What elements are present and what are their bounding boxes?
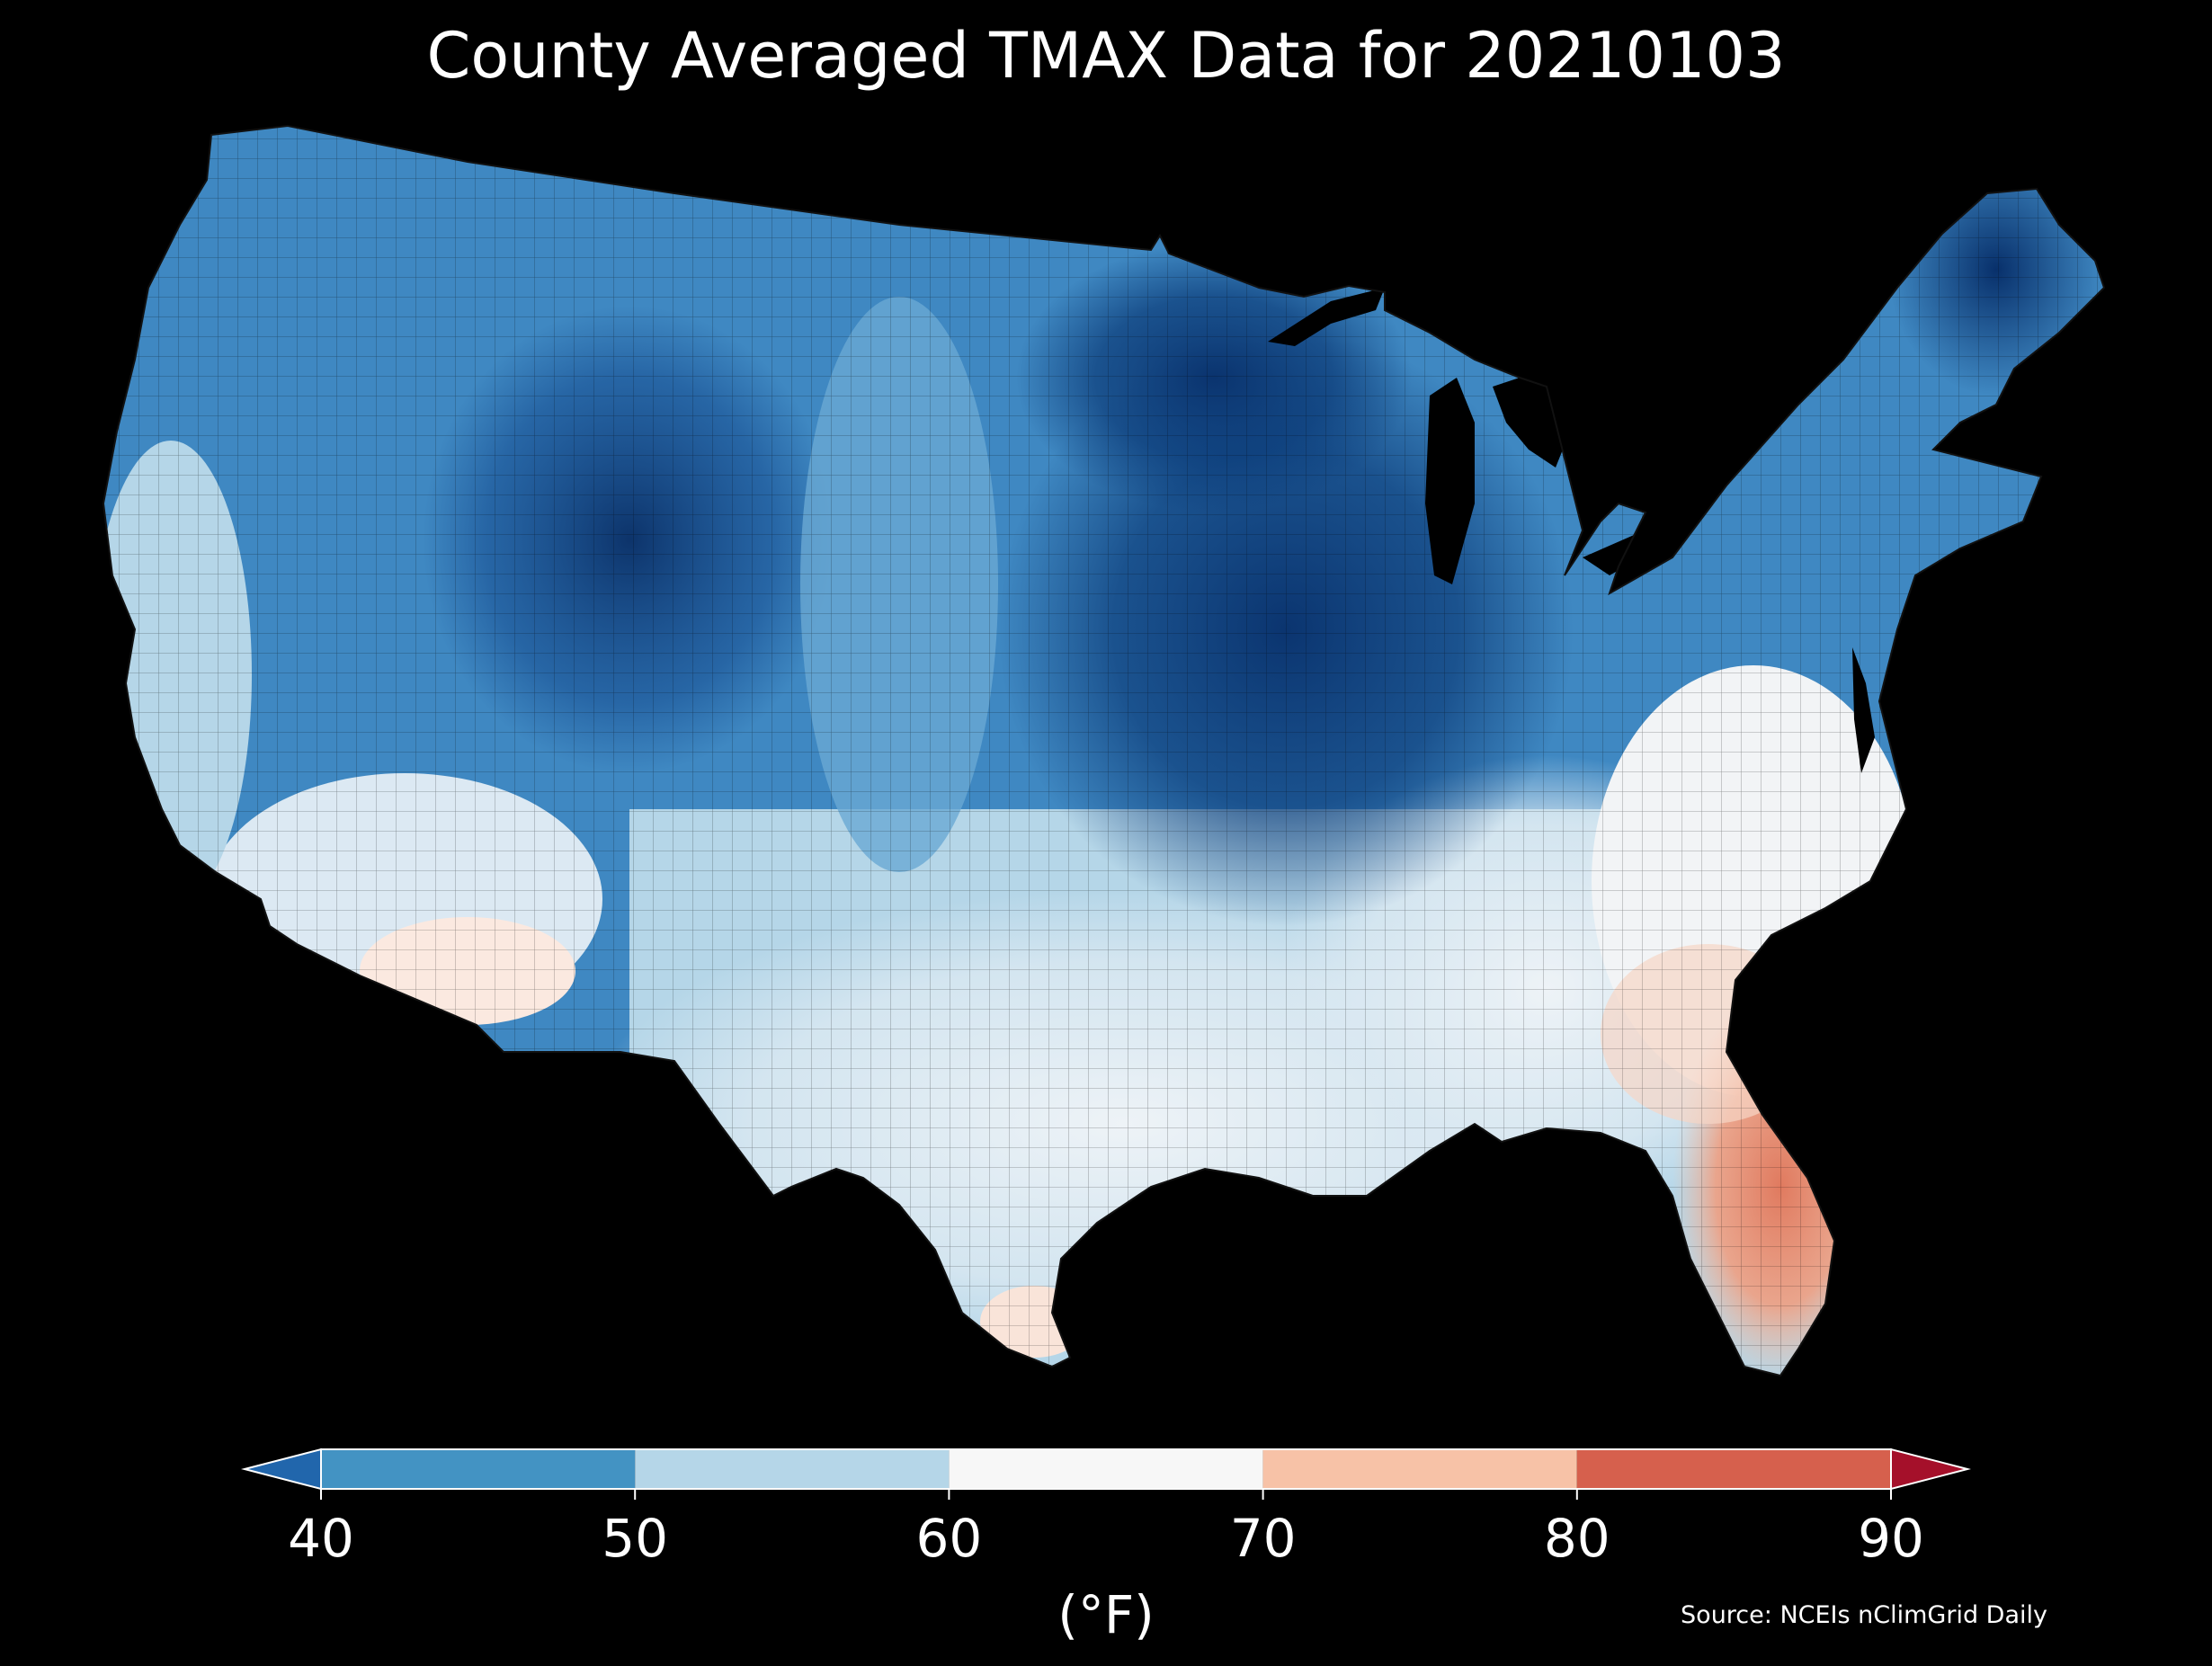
lake-michigan — [1425, 378, 1475, 584]
lake-superior — [1268, 288, 1385, 346]
map-title: County Averaged TMAX Data for 20210103 — [426, 19, 1786, 93]
colorbar-unit-label: (°F) — [1057, 1584, 1155, 1645]
colorbar-tick-label-0: 40 — [288, 1508, 354, 1569]
colorbar-ticks — [320, 1489, 1892, 1500]
colorbar-tick-label-1: 50 — [602, 1508, 669, 1569]
source-credit: Source: NCEIs nClimGrid Daily — [1681, 1601, 2047, 1629]
colorbar-bin-1 — [635, 1449, 950, 1489]
colorbar-bins — [321, 1449, 1891, 1489]
colorbar-under-arrow — [241, 1448, 322, 1491]
colorbar-over-arrow — [1890, 1448, 1971, 1491]
chesapeake-bay — [1852, 647, 1875, 773]
us-outline — [102, 124, 2106, 1377]
colorbar-tick-label-2: 60 — [915, 1508, 983, 1569]
colorbar-bin-4 — [1576, 1449, 1891, 1489]
lake-erie — [1583, 526, 1672, 575]
colorbar-bin-2 — [949, 1449, 1263, 1489]
colorbar-tick-label-5: 90 — [1858, 1508, 1924, 1569]
lake-huron — [1493, 369, 1574, 468]
colorbar-tick-label-4: 80 — [1543, 1508, 1610, 1569]
colorbar-tick-label-3: 70 — [1229, 1508, 1297, 1569]
colorbar-bin-3 — [1262, 1449, 1577, 1489]
colorbar-bin-0 — [321, 1449, 636, 1489]
colorbar-frame — [320, 1448, 1892, 1490]
